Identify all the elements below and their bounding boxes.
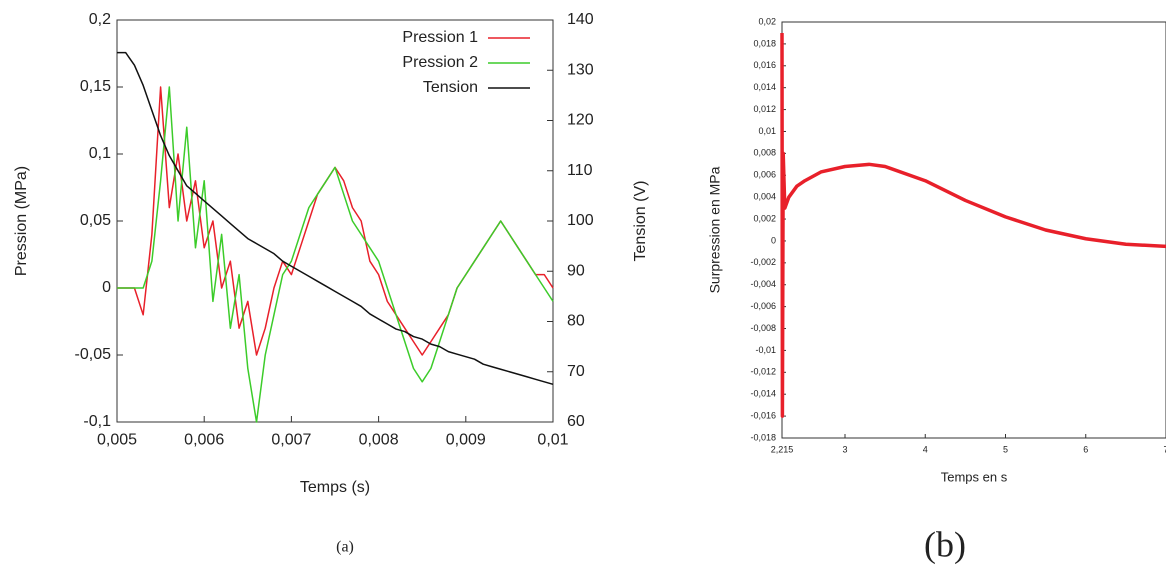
caption: (b): [924, 524, 966, 564]
y-tick-label: -0,012: [750, 367, 776, 377]
y2-tick-label: 90: [567, 262, 585, 279]
y-tick-label: -0,1: [83, 413, 111, 430]
y-tick-label: 0,016: [753, 60, 776, 70]
series-line: [117, 86, 554, 356]
y2-tick-label: 80: [567, 313, 585, 330]
x-tick-label: 0,008: [359, 432, 399, 449]
x-tick-label: 7: [1163, 444, 1166, 454]
y-tick-label: 0,02: [758, 16, 776, 26]
y-tick-label: -0,002: [750, 257, 776, 267]
x-tick-label: 6: [1083, 444, 1088, 454]
y-tick-label: -0,05: [75, 346, 112, 363]
x-tick-label: 2,215: [771, 444, 794, 454]
x-tick-label: 0,007: [271, 432, 311, 449]
x-tick-label: 0,006: [184, 432, 224, 449]
chart: 0,005 0,006 0,007 0,008 0,009 0,01 -0,1 -0,05 0 0…: [13, 11, 649, 555]
y-tick-label: -0,01: [755, 345, 776, 355]
y-tick-label: 0,006: [753, 170, 776, 180]
y-tick-label: 0: [771, 235, 776, 245]
caption: (a): [336, 539, 354, 556]
y-tick-label: 0,2: [89, 11, 111, 28]
y2-axis-label: Tension (V): [632, 181, 649, 262]
plot-frame: [781, 21, 1166, 439]
y-tick-label: 0: [102, 279, 111, 296]
y-axis-label: Surpression en MPa: [707, 166, 723, 293]
series-line: [117, 51, 554, 386]
x-axis-label: Temps (s): [300, 479, 370, 496]
x-tick-label: 0,009: [446, 432, 486, 449]
y-tick-label: 0,05: [80, 212, 111, 229]
legend-label: Tension: [423, 79, 478, 96]
y-tick-label: 0,1: [89, 145, 111, 162]
y-tick-label: -0,008: [750, 323, 776, 333]
y-tick-label: -0,014: [750, 389, 776, 399]
y-tick-label: 0,15: [80, 78, 111, 95]
y2-tick-label: 70: [567, 363, 585, 380]
y2-tick-label: 60: [567, 413, 585, 430]
y-tick-label: 0,014: [753, 82, 776, 92]
x-tick-label: 0,01: [537, 432, 568, 449]
legend-label: Pression 2: [402, 54, 478, 71]
series-line: [780, 32, 1166, 418]
y-tick-label: 0,002: [753, 213, 776, 223]
y-tick-label: -0,006: [750, 301, 776, 311]
y-tick-label: 0,004: [753, 192, 776, 202]
x-tick-label: 4: [923, 444, 928, 454]
y2-tick-label: 120: [567, 112, 594, 129]
y-tick-label: -0,018: [750, 432, 776, 442]
x-tick-label: 3: [842, 444, 847, 454]
plot-frame: [116, 19, 554, 423]
y2-tick-label: 100: [567, 212, 594, 229]
series-line: [117, 86, 554, 423]
y-tick-label: 0,01: [758, 126, 776, 136]
y-tick-label: 0,008: [753, 148, 776, 158]
y-tick-label: 0,012: [753, 104, 776, 114]
y2-tick-label: 140: [567, 11, 594, 28]
x-tick-label: 5: [1003, 444, 1008, 454]
y2-tick-label: 130: [567, 61, 594, 78]
x-axis-label: Temps en s: [941, 469, 1008, 484]
y-tick-label: -0,016: [750, 410, 776, 420]
y2-tick-label: 110: [567, 162, 593, 179]
y-axis-label: Pression (MPa): [13, 166, 30, 276]
y-tick-label: 0,018: [753, 38, 776, 48]
chart: 2,215 3 4 5 6 7 0,02 0,018 0,016 0,014 0,012 0,01 0,…: [707, 16, 1166, 564]
y-tick-label: -0,004: [750, 279, 776, 289]
legend-label: Pression 1: [402, 29, 478, 46]
x-tick-label: 0,005: [97, 432, 137, 449]
